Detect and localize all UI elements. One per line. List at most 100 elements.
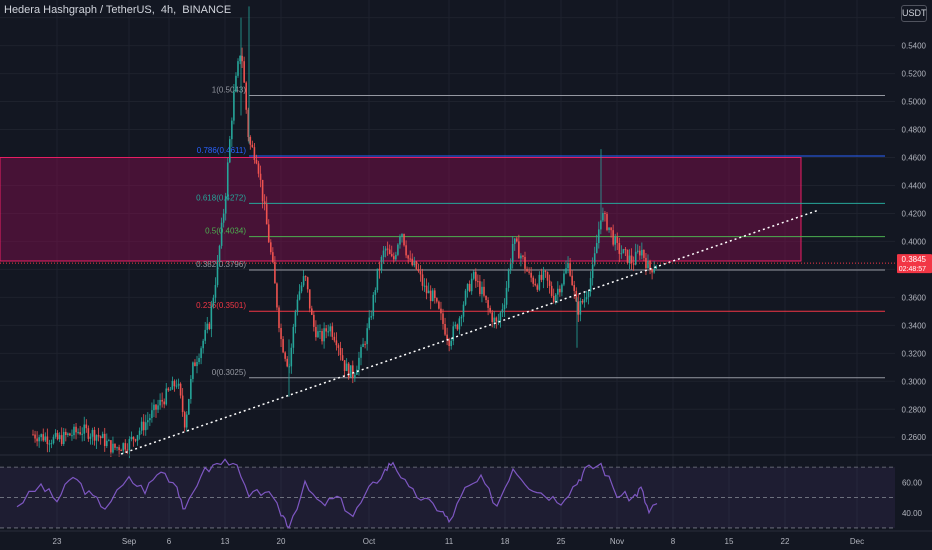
candle-body	[565, 268, 567, 274]
candle-body	[270, 242, 272, 253]
candle-body	[513, 238, 516, 244]
candle-body	[522, 255, 524, 257]
candle-body	[577, 301, 580, 315]
candle-body	[38, 437, 40, 442]
time-tick-label: 11	[445, 537, 454, 546]
time-tick-label: 23	[53, 537, 62, 546]
candle-body	[612, 230, 614, 245]
candle-body	[655, 266, 657, 269]
price-tick-label: 0.3600	[902, 293, 927, 302]
exchange-label: BINANCE	[182, 4, 232, 16]
candle-body	[116, 447, 118, 449]
candle-body	[395, 254, 397, 260]
time-axis[interactable]: 23 Sep 6 13 20 Oct 11 18 25 Nov 8 15 22 Dec	[0, 530, 932, 546]
candle-body	[458, 318, 461, 330]
candle-body	[368, 317, 370, 329]
candle-body	[419, 271, 422, 275]
candle-body	[243, 61, 245, 83]
candle-body	[335, 340, 338, 346]
candle-body	[151, 410, 153, 419]
candle-body	[321, 331, 323, 342]
candle-body	[407, 255, 409, 259]
candle-body	[452, 326, 455, 341]
resistance-zone[interactable]	[0, 156, 802, 262]
candle-body	[126, 449, 129, 451]
candle-body	[464, 290, 467, 305]
candle-body	[591, 264, 594, 279]
candle-body	[179, 383, 182, 396]
candle-body	[477, 281, 479, 283]
candle-body	[475, 271, 477, 282]
candle-body	[489, 307, 491, 313]
candle-body	[306, 277, 309, 290]
candle-body	[440, 308, 442, 314]
candle-body	[40, 434, 42, 438]
candle-body	[561, 284, 563, 293]
candle-body	[376, 268, 379, 290]
candle-body	[157, 405, 159, 410]
candle-body	[282, 339, 284, 353]
candle-body	[103, 433, 106, 447]
candle-body	[554, 294, 557, 302]
time-tick-label: 6	[167, 537, 172, 546]
candle-body	[200, 348, 202, 359]
rsi-pane	[0, 454, 932, 529]
candle-body	[144, 422, 147, 431]
candle-body	[325, 328, 327, 332]
candle-body	[65, 431, 67, 436]
candle-body	[167, 388, 170, 391]
candle-body	[536, 285, 539, 290]
candle-body	[618, 242, 621, 254]
candle-body	[36, 438, 38, 442]
candle-body	[52, 436, 55, 444]
candle-body	[261, 179, 264, 202]
candle-body	[491, 312, 493, 322]
candle-body	[89, 436, 92, 439]
candle-body	[54, 432, 57, 437]
candle-body	[571, 275, 573, 286]
candle-body	[528, 271, 530, 273]
candle-body	[423, 285, 426, 287]
candle-body	[220, 222, 223, 246]
candle-body	[460, 316, 463, 319]
currency-button[interactable]: USDT	[901, 5, 927, 22]
chart-title: Hedera Hashgraph / TetherUS, 4h, BINANCE	[4, 4, 234, 16]
candle-body	[67, 433, 69, 436]
candle-body	[364, 343, 366, 345]
candle-body	[239, 55, 241, 62]
candle-body	[290, 347, 293, 367]
candle-body	[181, 395, 184, 413]
fib-level-label: 0.5(0.4034)	[205, 227, 246, 236]
price-tick-label: 0.4200	[902, 209, 927, 218]
candle-body	[341, 355, 344, 361]
candle-body	[247, 109, 250, 138]
price-tick-label: 0.4800	[902, 126, 927, 135]
time-tick-label: Nov	[610, 537, 624, 546]
candle-body	[362, 343, 364, 348]
candle-body	[358, 357, 360, 370]
candle-body	[212, 297, 215, 306]
candle-body	[226, 162, 229, 197]
candle-body	[177, 383, 180, 386]
candle-body	[259, 173, 262, 180]
time-tick-label: Sep	[122, 537, 137, 546]
candle-body	[237, 61, 239, 76]
candle-body	[298, 291, 301, 300]
candle-body	[44, 436, 47, 441]
candle-body	[378, 268, 381, 271]
candle-body	[48, 443, 51, 445]
candle-body	[421, 274, 424, 286]
candle-body	[112, 443, 114, 453]
candle-body	[99, 436, 102, 439]
candle-body	[140, 421, 143, 431]
candle-body	[34, 434, 36, 439]
candle-body	[501, 309, 504, 313]
candle-body	[71, 435, 73, 437]
candle-body	[327, 331, 329, 333]
candle-body	[405, 245, 407, 256]
candle-body	[429, 290, 432, 302]
candle-body	[649, 261, 651, 270]
candle-body	[42, 434, 45, 441]
